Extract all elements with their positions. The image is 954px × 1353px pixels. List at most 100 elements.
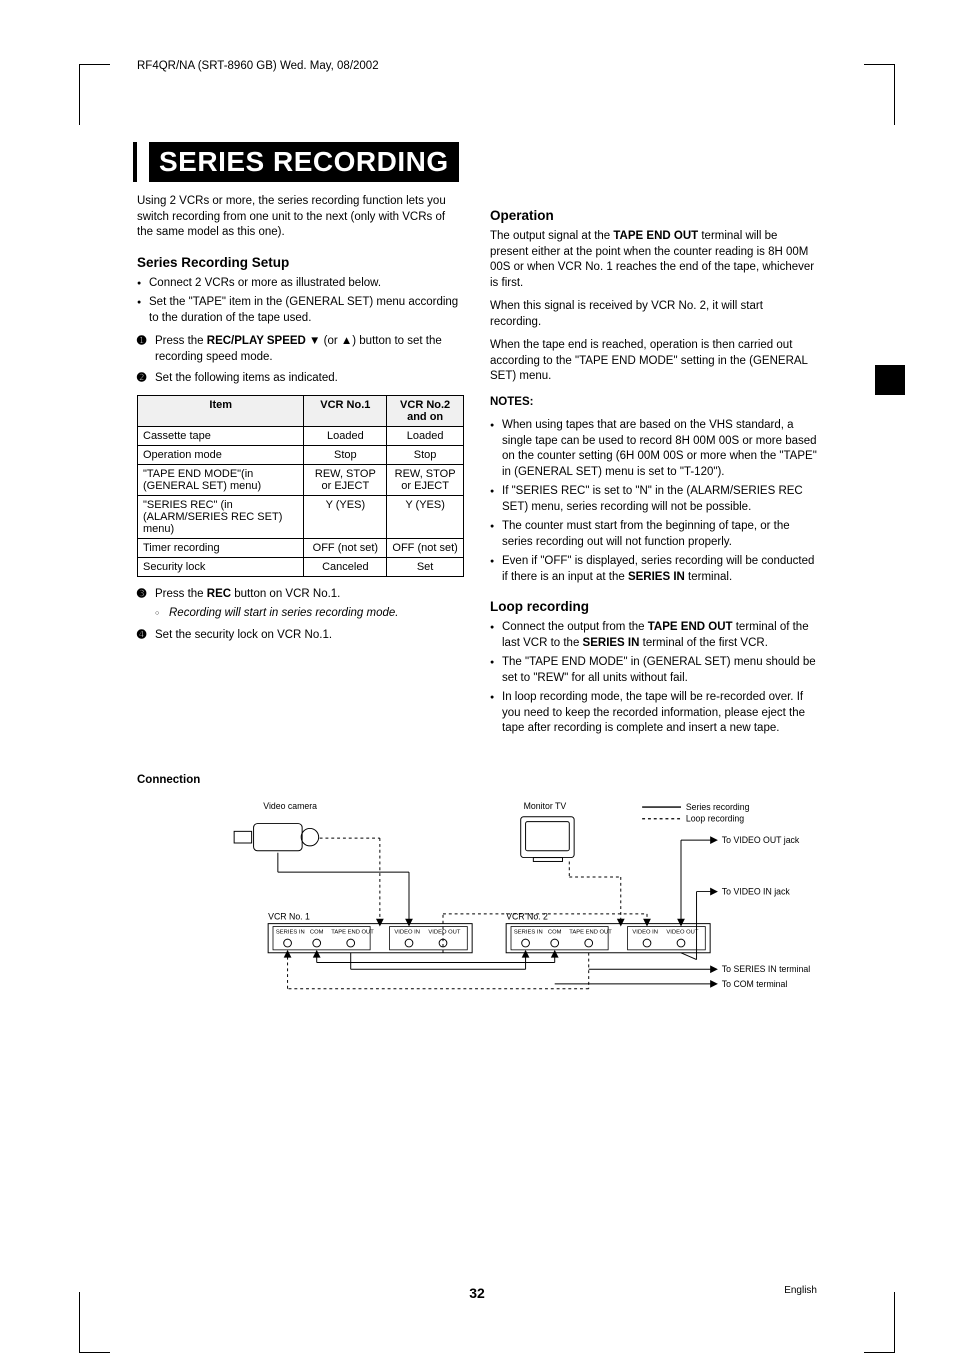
setup-heading: Series Recording Setup — [137, 255, 464, 270]
table-cell: Cassette tape — [138, 426, 304, 445]
tape-end-out-label: TAPE END OUT — [648, 621, 733, 633]
table-cell: "TAPE END MODE"(in (GENERAL SET) menu) — [138, 464, 304, 495]
table-header: Item — [138, 395, 304, 426]
table-cell: Security lock — [138, 557, 304, 576]
table-row: "TAPE END MODE"(in (GENERAL SET) menu) R… — [138, 464, 464, 495]
step-number-icon: ➋ — [137, 371, 146, 386]
port-label: VIDEO OUT — [428, 930, 460, 936]
port-label: TAPE END OUT — [569, 930, 612, 936]
table-cell: Loaded — [304, 426, 387, 445]
table-cell: Canceled — [304, 557, 387, 576]
monitor-icon — [521, 817, 574, 862]
step-text: Press the — [155, 335, 207, 347]
table-cell: Stop — [304, 445, 387, 464]
right-column: Operation The output signal at the TAPE … — [490, 194, 817, 745]
loop-bullet: In loop recording mode, the tape will be… — [490, 690, 817, 737]
port-label: COM — [548, 930, 562, 936]
settings-table: Item VCR No.1 VCR No.2 and on Cassette t… — [137, 395, 464, 577]
text: Connect the output from the — [502, 621, 648, 633]
step-2: ➋ Set the following items as indicated. — [137, 371, 464, 387]
legend-series: Series recording — [686, 802, 750, 812]
side-tab — [875, 365, 905, 395]
video-camera-label: Video camera — [263, 801, 317, 811]
setup-bullet: Set the "TAPE" item in the (GENERAL SET)… — [137, 295, 464, 326]
operation-paragraph: When this signal is received by VCR No. … — [490, 299, 817, 330]
table-cell: Timer recording — [138, 538, 304, 557]
step-text: Set the following items as indicated. — [155, 372, 338, 384]
loop-recording-heading: Loop recording — [490, 599, 817, 614]
to-video-out-label: To VIDEO OUT jack — [722, 835, 800, 845]
operation-paragraph: When the tape end is reached, operation … — [490, 338, 817, 385]
header-id: RF4QR/NA (SRT-8960 GB) Wed. May, 08/2002 — [137, 60, 817, 72]
port-label: COM — [310, 930, 324, 936]
crop-mark — [79, 64, 110, 125]
monitor-tv-label: Monitor TV — [524, 801, 567, 811]
step-note: Recording will start in series recording… — [155, 606, 464, 622]
page-title: SERIES RECORDING — [137, 142, 459, 182]
port-label: VIDEO IN — [632, 930, 658, 936]
step-4: ➍ Set the security lock on VCR No.1. — [137, 628, 464, 644]
table-cell: REW, STOP or EJECT — [304, 464, 387, 495]
tape-end-out-label: TAPE END OUT — [613, 230, 698, 242]
port-label: SERIES IN — [276, 930, 305, 936]
table-header: VCR No.2 and on — [387, 395, 464, 426]
table-cell: REW, STOP or EJECT — [387, 464, 464, 495]
note-item: Even if "OFF" is displayed, series recor… — [490, 554, 817, 585]
connection-heading: Connection — [137, 773, 817, 789]
step-1: ➊ Press the REC/PLAY SPEED ▼ (or ▲) butt… — [137, 334, 464, 365]
text: The output signal at the — [490, 230, 613, 242]
connection-diagram: Series recording Loop recording Video ca… — [137, 796, 817, 1026]
setup-steps: ➊ Press the REC/PLAY SPEED ▼ (or ▲) butt… — [137, 334, 464, 387]
note-item: When using tapes that are based on the V… — [490, 418, 817, 480]
rec-play-speed-label: REC/PLAY SPEED — [207, 335, 306, 347]
loop-bullets: Connect the output from the TAPE END OUT… — [490, 620, 817, 737]
port-label: SERIES IN — [514, 930, 543, 936]
connection-section: Connection Series recording Loop recordi… — [137, 773, 817, 1030]
operation-heading: Operation — [490, 208, 817, 223]
table-cell: Set — [387, 557, 464, 576]
setup-steps-continued: ➌ Press the REC button on VCR No.1. Reco… — [137, 587, 464, 644]
step-number-icon: ➊ — [137, 334, 146, 349]
language-label: English — [784, 1285, 817, 1296]
notes-heading: NOTES: — [490, 395, 817, 411]
vcr1-label: VCR No. 1 — [268, 912, 310, 922]
notes-list: When using tapes that are based on the V… — [490, 418, 817, 585]
note-item: The counter must start from the beginnin… — [490, 519, 817, 550]
step-number-icon: ➍ — [137, 628, 146, 643]
to-video-in-label: To VIDEO IN jack — [722, 887, 791, 897]
rec-label: REC — [207, 588, 231, 600]
content-columns: Using 2 VCRs or more, the series recordi… — [137, 194, 817, 745]
series-in-label: SERIES IN — [628, 571, 685, 583]
table-row: Cassette tape Loaded Loaded — [138, 426, 464, 445]
page-number: 32 — [469, 1285, 485, 1301]
loop-bullet: Connect the output from the TAPE END OUT… — [490, 620, 817, 651]
camera-icon — [234, 824, 319, 851]
table-row: "SERIES REC" (in (ALARM/SERIES REC SET) … — [138, 495, 464, 538]
text: terminal of the first VCR. — [639, 637, 767, 649]
table-row: Security lock Canceled Set — [138, 557, 464, 576]
table-cell: Y (YES) — [304, 495, 387, 538]
page: RF4QR/NA (SRT-8960 GB) Wed. May, 08/2002… — [97, 0, 857, 1351]
table-cell: Y (YES) — [387, 495, 464, 538]
vcr2-label: VCR No. 2 — [506, 912, 548, 922]
port-label: VIDEO OUT — [666, 930, 698, 936]
step-3: ➌ Press the REC button on VCR No.1. Reco… — [137, 587, 464, 622]
port-label: VIDEO IN — [394, 930, 420, 936]
table-cell: OFF (not set) — [387, 538, 464, 557]
table-cell: Stop — [387, 445, 464, 464]
table-cell: OFF (not set) — [304, 538, 387, 557]
setup-bullets: Connect 2 VCRs or more as illustrated be… — [137, 276, 464, 327]
intro-paragraph: Using 2 VCRs or more, the series recordi… — [137, 194, 464, 241]
step-text: button on VCR No.1. — [231, 588, 340, 600]
operation-paragraph: The output signal at the TAPE END OUT te… — [490, 229, 817, 291]
table-row: Timer recording OFF (not set) OFF (not s… — [138, 538, 464, 557]
to-com-label: To COM terminal — [722, 979, 788, 989]
table-row: Operation mode Stop Stop — [138, 445, 464, 464]
table-cell: Loaded — [387, 426, 464, 445]
legend-loop: Loop recording — [686, 814, 744, 824]
to-series-in-label: To SERIES IN terminal — [722, 965, 810, 975]
setup-bullet: Connect 2 VCRs or more as illustrated be… — [137, 276, 464, 292]
text: terminal. — [685, 571, 732, 583]
crop-mark — [864, 1292, 895, 1353]
crop-mark — [864, 64, 895, 125]
